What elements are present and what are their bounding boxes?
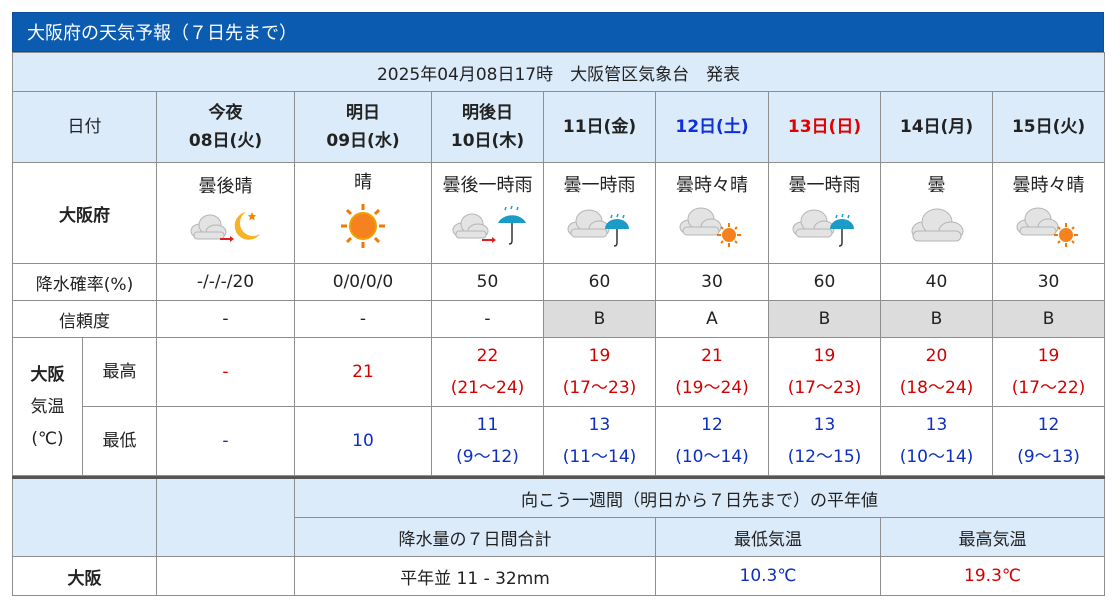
reliability-row: 信頼度 - - - B A B B B: [12, 300, 1106, 338]
date-header: 11日(金): [543, 91, 656, 163]
reliability-cell: -: [431, 300, 544, 338]
normals-min-value: 10.3℃: [655, 556, 881, 596]
weather-cell: 曇一時雨: [768, 162, 881, 264]
date-header: 12日(土): [655, 91, 769, 163]
min-temp-cell: -: [156, 406, 295, 476]
normals-min-label: 最低気温: [655, 517, 881, 557]
max-temp-cell: 19 (17～22): [991, 337, 1106, 407]
normals-blank-1: [12, 477, 157, 557]
min-temp-cell: 13 (10～14): [880, 406, 993, 476]
date-header: 今夜 08日(火): [156, 91, 295, 163]
weather-row: 大阪府 曇後晴 晴 曇後一時雨: [12, 162, 1106, 264]
max-temp-cell: 21: [294, 337, 432, 407]
weather-cell: 曇: [880, 162, 993, 264]
normals-max-value: 19.3℃: [879, 556, 1106, 596]
cloud-umbrella-icon: [792, 209, 854, 247]
precip-cell: -/-/-/20: [156, 263, 295, 301]
cloud-umbrella-icon: [567, 209, 629, 247]
weather-cell: 曇時々晴: [991, 162, 1106, 264]
max-temp-row: 大阪 気温 (℃) 最高 - 21 22 (21～24) 19 (17～23) 21…: [12, 337, 1106, 476]
precip-cell: 0/0/0/0: [294, 263, 432, 301]
issued-info: 2025年04月08日17時 大阪管区気象台 発表: [11, 52, 1106, 92]
normals-table: 向こう一週間（明日から７日先まで）の平年値 降水量の７日間合計 最低気温 最高気…: [12, 476, 1106, 596]
precip-cell: 30: [991, 263, 1106, 301]
min-label: 最低: [82, 406, 157, 476]
date-header: 明日 09日(水): [294, 91, 432, 163]
min-temp-cell: 12 (9～13): [991, 406, 1106, 476]
max-temp-cell: 20 (18～24): [880, 337, 993, 407]
weather-cell: 曇後一時雨: [431, 162, 544, 264]
date-header: 明後日 10日(木): [431, 91, 544, 163]
reliability-cell: -: [294, 300, 432, 338]
reliability-cell: B: [768, 300, 881, 338]
reliability-cell: B: [991, 300, 1106, 338]
date-row: 日付 今夜 08日(火) 明日 09日(水) 明後日 10日(木) 11日(金) 12…: [12, 91, 1106, 163]
max-temp-cell: 22 (21～24): [431, 337, 544, 407]
weather-text: 曇時々晴: [1012, 175, 1085, 196]
cloud-sun-icon: [1016, 207, 1078, 247]
normals-blank-2: [156, 477, 295, 557]
normals-blank-3: [156, 556, 295, 596]
weather-text: 曇一時雨: [563, 175, 636, 196]
weather-cell: 晴: [294, 162, 432, 264]
min-temp-cell: 12 (10～14): [655, 406, 769, 476]
date-header: 14日(月): [880, 91, 993, 163]
normals-max-label: 最高気温: [879, 517, 1106, 557]
date-header: 15日(火): [991, 91, 1106, 163]
precip-cell: 60: [543, 263, 656, 301]
normals-heading: 向こう一週間（明日から７日先まで）の平年値: [293, 477, 1106, 518]
panel-title: 大阪府の天気予報（７日先まで）: [12, 12, 1104, 52]
weather-text: 曇一時雨: [788, 175, 861, 196]
precip-cell: 30: [655, 263, 769, 301]
max-temp-cell: 19 (17～23): [768, 337, 881, 407]
weather-text: 晴: [354, 172, 372, 193]
max-temp-cell: -: [156, 337, 295, 407]
weather-cell: 曇一時雨: [543, 162, 656, 264]
date-header: 13日(日): [768, 91, 881, 163]
normals-precip-value: 平年並 11 - 32mm: [294, 556, 656, 596]
reliability-cell: B: [880, 300, 993, 338]
precip-cell: 50: [431, 263, 544, 301]
forecast-panel: 大阪府の天気予報（７日先まで） 2025年04月08日17時 大阪管区気象台 発…: [11, 12, 1106, 596]
normals-precip-label: 降水量の７日間合計: [294, 517, 656, 557]
cloud-then-moon-icon: [190, 212, 260, 242]
max-label: 最高: [82, 337, 157, 407]
weather-text: 曇後一時雨: [442, 175, 533, 196]
reliability-cell: B: [543, 300, 656, 338]
weather-cell: 曇時々晴: [655, 162, 769, 264]
weather-text: 曇: [927, 175, 946, 196]
weather-cell: 曇後晴: [156, 162, 295, 264]
reliability-cell: -: [156, 300, 295, 338]
date-label: 日付: [12, 91, 157, 163]
reliability-cell: A: [655, 300, 769, 338]
weather-text: 曇後晴: [198, 176, 253, 197]
precip-cell: 40: [880, 263, 993, 301]
forecast-table: 2025年04月08日17時 大阪管区気象台 発表 日付 今夜 08日(火) 明日…: [11, 52, 1106, 476]
min-temp-row: 最低 - 10 11 (9～12) 13 (11～14) 12 (10～14) 13(…: [13, 406, 1106, 476]
cloud-then-umbrella-icon: [452, 205, 526, 245]
temp-city-label: 大阪 気温 (℃): [12, 337, 83, 476]
max-temp-cell: 21 (19～24): [655, 337, 769, 407]
precip-row: 降水確率(%) -/-/-/20 0/0/0/0 50 60 30 60 40 …: [12, 263, 1106, 301]
min-temp-cell: 11 (9～12): [431, 406, 544, 476]
cloud-sun-icon: [679, 207, 741, 247]
precip-cell: 60: [768, 263, 881, 301]
weather-text: 曇時々晴: [676, 175, 748, 196]
precip-label: 降水確率(%): [12, 263, 157, 301]
normals-city: 大阪: [12, 556, 157, 596]
cloud-icon: [911, 208, 963, 242]
min-temp-cell: 13 (12～15): [768, 406, 881, 476]
reliability-label: 信頼度: [12, 300, 157, 338]
min-temp-cell: 13 (11～14): [543, 406, 656, 476]
max-temp-cell: 19 (17～23): [543, 337, 656, 407]
sun-icon: [341, 204, 385, 248]
region-label: 大阪府: [12, 162, 157, 264]
min-temp-cell: 10: [294, 406, 432, 476]
